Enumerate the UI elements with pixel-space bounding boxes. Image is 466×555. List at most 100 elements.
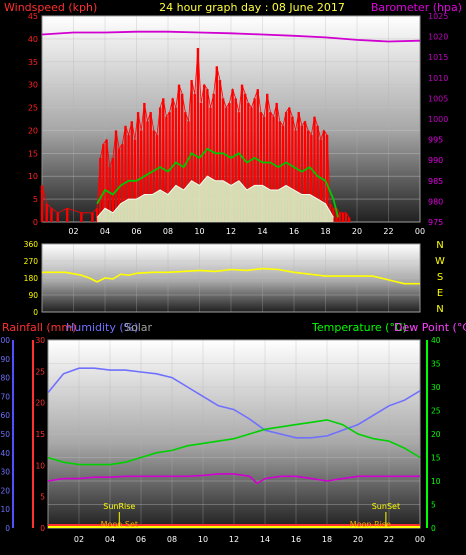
- sun-baseline: [48, 526, 420, 528]
- wind-gust-bar: [171, 98, 174, 222]
- wind-gust-bar: [284, 112, 288, 222]
- wind-gust-bar: [272, 116, 275, 222]
- compass-label: E: [437, 288, 443, 299]
- humidity-tick-label: 10: [0, 505, 10, 514]
- wind-gust-bar: [341, 212, 345, 222]
- wind-gust-bar: [146, 121, 149, 222]
- wind-gust-bar: [297, 112, 300, 222]
- time-tick-label: 08: [167, 535, 177, 544]
- wind-gust-bar: [234, 98, 237, 222]
- wind-gust-bar: [316, 125, 319, 222]
- time-tick-label: 12: [226, 227, 236, 236]
- wind-gust-bar: [80, 212, 83, 222]
- time-tick-label: 10: [198, 535, 208, 544]
- wind-low-area: [97, 176, 334, 222]
- time-tick-label: 02: [74, 535, 84, 544]
- temperature-tick-label: 40: [431, 336, 441, 345]
- wind-gust-bar: [66, 208, 69, 222]
- wind-gust-bar: [209, 107, 212, 222]
- wind-gust-bar: [335, 208, 338, 222]
- wind-gust-bar: [168, 112, 171, 222]
- wind-gust-bar: [212, 93, 215, 222]
- wind-gust-bar: [190, 80, 193, 222]
- baro-tick-label: 985: [428, 177, 443, 186]
- wind-gust-bar: [117, 148, 121, 222]
- time-tick-label: 14: [260, 535, 270, 544]
- humidity-tick-label: 30: [0, 468, 10, 477]
- time-tick-label: 20: [352, 227, 362, 236]
- temperature-tick-label: 15: [431, 454, 441, 463]
- wind-gust-bar: [152, 130, 156, 222]
- baro-tick-label: 1005: [428, 94, 448, 103]
- wind-tick-label: 40: [28, 35, 38, 44]
- wind-gust-bar: [313, 116, 316, 222]
- wind-gust-bar: [95, 208, 99, 222]
- time-tick-label: 22: [383, 227, 393, 236]
- wind-gust-bar: [253, 98, 256, 222]
- wind-tick-label: 30: [28, 81, 38, 90]
- wind-gust-bar: [310, 135, 313, 222]
- wind-average-line: [96, 147, 339, 218]
- wind-gust-bar: [193, 93, 196, 222]
- wind-tick-label: 45: [28, 12, 38, 21]
- wind-gust-bar: [347, 217, 351, 222]
- wind-gust-bar: [199, 102, 203, 222]
- temperature-tick-label: 10: [431, 477, 441, 486]
- humidity-tick-label: 70: [0, 392, 10, 401]
- wind-gust-bar: [184, 112, 187, 222]
- wind-tick-label: 15: [28, 149, 38, 158]
- direction-tick-label: 0: [33, 308, 38, 317]
- wind-gust-bar: [99, 157, 102, 222]
- wind-gust-bar: [240, 84, 244, 223]
- rain-tick-label: 30: [35, 336, 45, 345]
- time-tick-label: 14: [257, 227, 267, 236]
- wind-gust-bar: [221, 98, 225, 222]
- wind-gust-bar: [108, 167, 111, 222]
- wind-gust-bar: [266, 93, 269, 222]
- baro-tick-label: 1025: [428, 12, 448, 21]
- event-label: SunRise: [103, 502, 135, 511]
- humidity-tick-label: 20: [0, 486, 10, 495]
- temperature-label: Temperature (°C): [311, 321, 407, 334]
- wind-gust-bar: [45, 203, 48, 222]
- humidity-tick-label: 50: [0, 430, 10, 439]
- time-tick-label: 10: [194, 227, 204, 236]
- wind-gust-bar: [291, 116, 294, 222]
- compass-label: S: [437, 272, 443, 283]
- wind-right-label: Barometer (hpa): [371, 1, 462, 14]
- wind-tick-label: 10: [28, 172, 38, 181]
- rain-baseline: [48, 524, 420, 526]
- wind-gust-bar: [338, 212, 341, 222]
- wind-gust-bar: [332, 208, 335, 222]
- wind-gust-bar: [105, 139, 108, 222]
- wind-gust-bar: [121, 144, 124, 222]
- wind-gust-bar: [174, 107, 178, 222]
- humidity-line: [47, 367, 421, 439]
- wind-gust-bar: [180, 93, 184, 222]
- direction-tick-label: 270: [24, 257, 39, 266]
- wind-gust-bar: [143, 102, 146, 222]
- time-tick-label: 04: [100, 227, 110, 236]
- time-tick-label: 12: [229, 535, 239, 544]
- wind-gust-bar: [111, 157, 115, 222]
- humidity-tick-label: 80: [0, 374, 10, 383]
- wind-gust-bar: [162, 98, 165, 222]
- baro-tick-label: 1015: [428, 53, 448, 62]
- humidity-label: Humidity (%): [66, 321, 138, 334]
- humidity-tick-label: 100: [0, 336, 10, 345]
- baro-tick-label: 990: [428, 156, 443, 165]
- wind-gust-bar: [300, 125, 304, 222]
- wind-gust-bar: [294, 130, 297, 222]
- humidity-tick-label: 0: [5, 524, 10, 533]
- time-tick-label: 06: [131, 227, 141, 236]
- wind-gust-bar: [306, 130, 310, 222]
- wind-gust-bar: [262, 116, 266, 222]
- rain-tick-label: 0: [40, 524, 45, 533]
- wind-gust-bar: [124, 125, 127, 222]
- wind-gust-bar: [158, 107, 162, 222]
- time-tick-label: 08: [163, 227, 173, 236]
- wind-gust-bar: [303, 121, 307, 222]
- wind-gust-bar: [196, 48, 200, 222]
- wind-tick-label: 20: [28, 126, 38, 135]
- wind-gust-bar: [278, 121, 282, 222]
